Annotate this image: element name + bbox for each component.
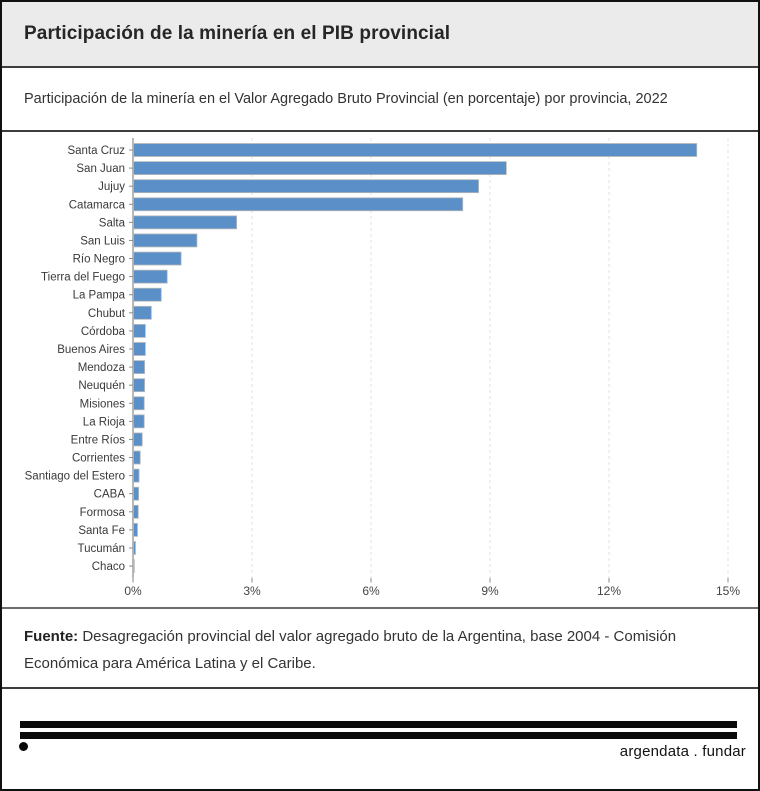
y-axis-category-label: Tucumán [77, 543, 125, 555]
bar [133, 522, 138, 537]
bar [133, 269, 168, 284]
bar [133, 360, 146, 374]
y-axis-category-label: Formosa [80, 507, 126, 519]
y-axis-category-label: Misiones [80, 398, 126, 410]
y-axis-category-label: La Pampa [73, 290, 126, 302]
bar [133, 233, 198, 248]
bar [133, 215, 238, 230]
x-axis-tick-label: 0% [124, 584, 142, 598]
bar [133, 378, 146, 393]
x-axis-tick-label: 15% [716, 584, 740, 598]
bar [133, 486, 140, 501]
bar [133, 143, 698, 157]
bar [133, 161, 507, 175]
y-axis-category-label: Tierra del Fuego [41, 272, 125, 284]
brand-footer: argendata . fundar [2, 689, 758, 789]
x-axis-tick-label: 6% [362, 584, 380, 598]
brand-wordmark: argendata . fundar [619, 743, 746, 760]
y-axis-category-label: Río Negro [73, 254, 125, 266]
bar [133, 197, 464, 212]
y-axis-category-label: Mendoza [78, 362, 126, 374]
page-title: Participación de la minería en el PIB pr… [24, 23, 451, 44]
bar [133, 323, 146, 338]
x-axis-tick-label: 3% [243, 584, 261, 598]
bar [133, 251, 182, 266]
y-axis-category-label: Corrientes [72, 453, 125, 465]
y-axis-category-label: Chaco [92, 561, 125, 573]
bar-chart: 0% 3% 6% 9% 12% 15% Santa Cruz San Juan Jujuy Cat… [25, 138, 740, 598]
chart-area: 0% 3% 6% 9% 12% 15% Santa Cruz San Juan Jujuy Cat… [2, 132, 758, 609]
bar [133, 468, 140, 483]
y-axis-category-label: Salta [99, 217, 126, 229]
y-axis-category-label: Neuquén [78, 380, 125, 392]
source-note: Fuente: Desagregación provincial del val… [2, 609, 758, 689]
x-axis-tick-label: 9% [481, 584, 499, 598]
bar [133, 396, 145, 411]
y-axis-category-label: Santa Cruz [67, 145, 125, 157]
chart-subtitle-text: Participación de la minería en el Valor … [24, 91, 668, 107]
y-axis-category-label: Chubut [88, 308, 126, 320]
bar [133, 414, 145, 429]
bar [133, 504, 139, 519]
bar [133, 287, 162, 302]
header: Participación de la minería en el PIB pr… [2, 2, 758, 68]
y-axis-category-label: Catamarca [69, 199, 126, 211]
bar [133, 432, 143, 447]
y-axis-category-label: San Juan [76, 163, 125, 175]
chart-subtitle: Participación de la minería en el Valor … [2, 68, 758, 132]
y-axis-category-label: Entre Ríos [71, 434, 126, 446]
y-axis-category-label: Jujuy [98, 181, 125, 193]
logo-dot-icon [19, 742, 28, 751]
y-axis-category-label: San Luis [80, 235, 125, 247]
bar [133, 179, 480, 194]
bar [133, 305, 152, 320]
y-axis-category-label: Santiago del Estero [25, 471, 125, 483]
y-axis-category-label: CABA [94, 489, 126, 501]
bar [133, 559, 135, 573]
logo-bar-bottom [20, 732, 737, 739]
bar [133, 541, 136, 555]
source-label: Fuente: [24, 628, 79, 645]
y-axis-category-label: La Rioja [83, 416, 126, 428]
bar [133, 342, 146, 356]
logo-bar-top [20, 721, 737, 728]
bar [133, 450, 141, 465]
y-axis-category-label: Santa Fe [78, 525, 125, 537]
source-text: Desagregación provincial del valor agreg… [24, 628, 677, 672]
y-axis-category-label: Buenos Aires [57, 344, 125, 356]
y-axis-category-label: Córdoba [81, 326, 126, 338]
x-axis-tick-label: 12% [597, 584, 621, 598]
